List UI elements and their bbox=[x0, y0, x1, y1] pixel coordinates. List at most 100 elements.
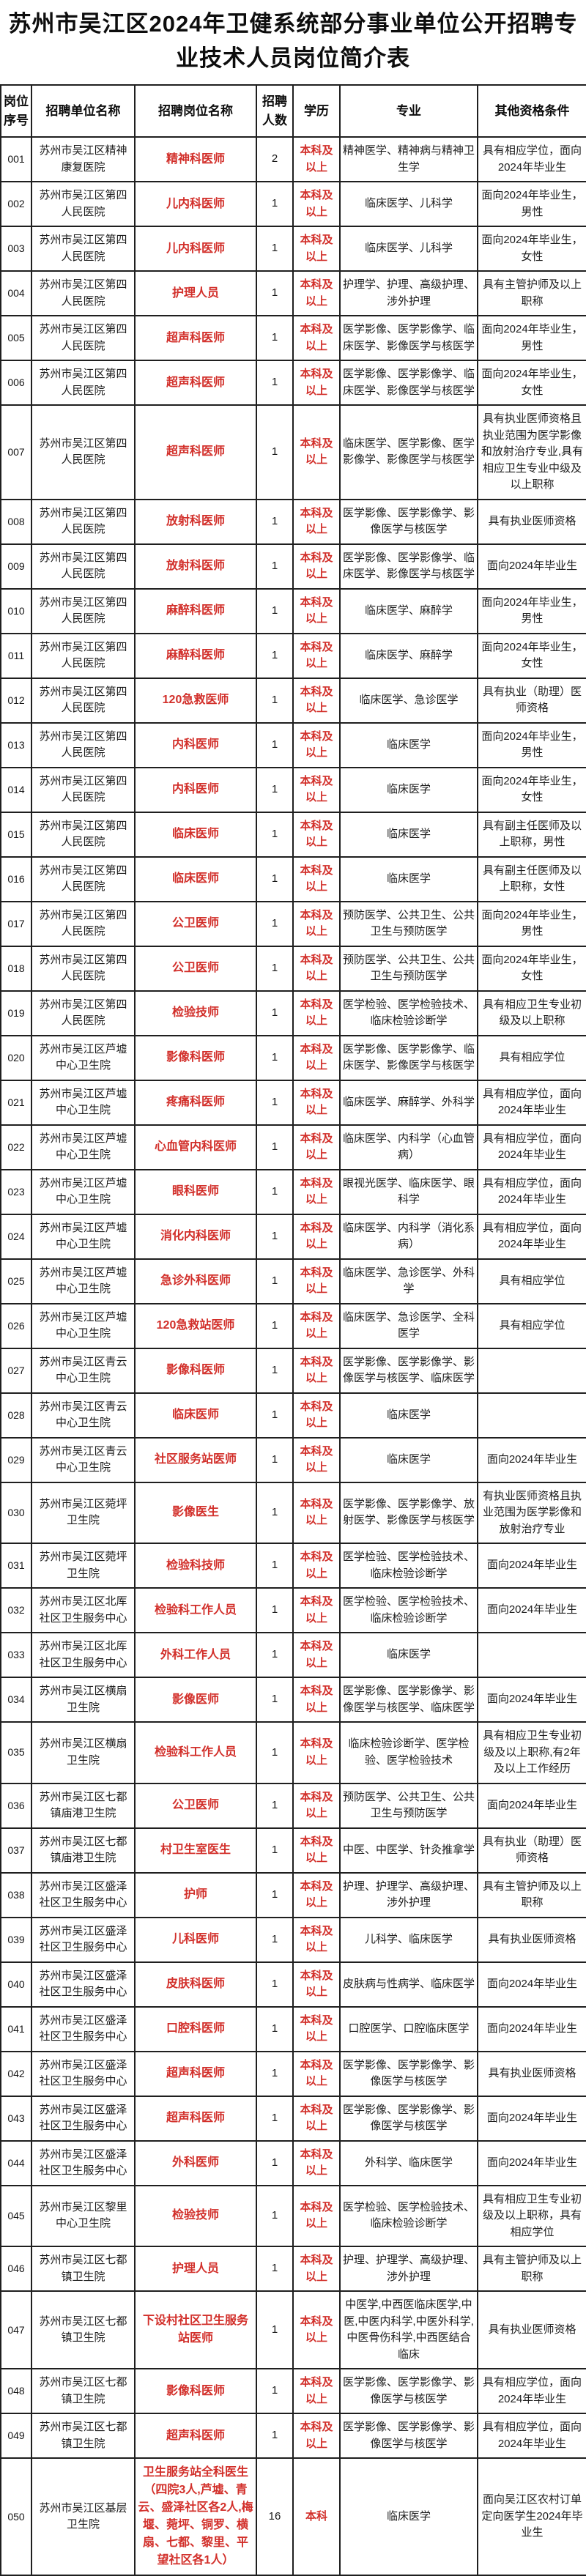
cell-count: 1 bbox=[256, 181, 294, 227]
cell-education: 本科及以上 bbox=[292, 1079, 341, 1126]
cell-requirements: 具有相应卫生专业初级及以上职称 bbox=[477, 990, 586, 1036]
cell-count: 1 bbox=[256, 1782, 294, 1829]
cell-education: 本科及以上 bbox=[292, 2050, 341, 2097]
cell-education: 本科及以上 bbox=[292, 1677, 341, 1723]
cell-requirements: 面向2024年毕业生 bbox=[477, 2095, 586, 2142]
cell-unit: 苏州市吴江区七都镇卫生院 bbox=[31, 2368, 136, 2414]
cell-unit: 苏州市吴江区盛泽社区卫生服务中心 bbox=[31, 2050, 136, 2097]
cell-education: 本科及以上 bbox=[292, 1258, 341, 1304]
cell-count: 1 bbox=[256, 587, 294, 634]
table-row: 035 苏州市吴江区横扇卫生院 检验科工作人员 1 本科及以上 临床检验诊断学、医学检验、… bbox=[0, 1721, 586, 1784]
cell-no: 018 bbox=[0, 945, 32, 992]
cell-requirements: 面向2024年毕业生，男性 bbox=[477, 587, 586, 634]
cell-count: 1 bbox=[256, 1632, 294, 1678]
cell-unit: 苏州市吴江区第四人民医院 bbox=[31, 811, 136, 858]
cell-major: 医学影像、医学影像学、临床医学、影像医学与核医学 bbox=[339, 543, 478, 590]
table-row: 038 苏州市吴江区盛泽社区卫生服务中心 护师 1 本科及以上 护理、护理学、高级护理、涉… bbox=[0, 1871, 586, 1918]
cell-no: 024 bbox=[0, 1213, 32, 1260]
cell-count: 16 bbox=[256, 2457, 294, 2576]
cell-education: 本科及以上 bbox=[292, 1302, 341, 1349]
cell-position: 内科医师 bbox=[134, 721, 257, 768]
cell-no: 046 bbox=[0, 2246, 32, 2292]
cell-unit: 苏州市吴江区第四人民医院 bbox=[31, 721, 136, 768]
cell-no: 012 bbox=[0, 677, 32, 724]
cell-requirements: 具有副主任医师及以上职称，女性 bbox=[477, 855, 586, 902]
cell-position: 疼痛科医师 bbox=[134, 1079, 257, 1126]
cell-no: 029 bbox=[0, 1436, 32, 1483]
cell-count: 1 bbox=[256, 360, 294, 406]
cell-education: 本科及以上 bbox=[292, 543, 341, 590]
cell-major: 外科学、临床医学 bbox=[339, 2139, 478, 2186]
cell-unit: 苏州市吴江区第四人民医院 bbox=[31, 181, 136, 227]
cell-requirements: 具有执业医师资格且执业范围为医学影像和放射治疗专业,具有相应卫生专业中级及以上职… bbox=[477, 404, 586, 500]
cell-unit: 苏州市吴江区精神康复医院 bbox=[31, 136, 136, 182]
cell-no: 041 bbox=[0, 2005, 32, 2052]
cell-position: 急诊外科医师 bbox=[134, 1258, 257, 1304]
cell-no: 013 bbox=[0, 721, 32, 768]
cell-education: 本科及以上 bbox=[292, 1168, 341, 1215]
cell-count: 1 bbox=[256, 315, 294, 361]
cell-no: 044 bbox=[0, 2139, 32, 2186]
cell-count: 1 bbox=[256, 1347, 294, 1394]
cell-requirements: 具有相应卫生专业初级及以上职称,有2年及以上工作经历 bbox=[477, 1721, 586, 1784]
table-row: 045 苏州市吴江区黎里中心卫生院 检验技师 1 本科及以上 医学检验、医学检验技术、临床… bbox=[0, 2184, 586, 2247]
table-row: 026 苏州市吴江区芦墟中心卫生院 120急救站医师 1 本科及以上 临床医学、急诊医学、… bbox=[0, 1302, 586, 1349]
cell-education: 本科及以上 bbox=[292, 1481, 341, 1544]
table-row: 025 苏州市吴江区芦墟中心卫生院 急诊外科医师 1 本科及以上 临床医学、急诊医学、外科… bbox=[0, 1258, 586, 1304]
cell-unit: 苏州市吴江区菀坪卫生院 bbox=[31, 1481, 136, 1544]
cell-position: 影像医师 bbox=[134, 1677, 257, 1723]
cell-requirements: 具有相应学位，面向2024年毕业生 bbox=[477, 1168, 586, 1215]
cell-major: 医学检验、医学检验技术、临床检验诊断学 bbox=[339, 990, 478, 1036]
cell-unit: 苏州市吴江区横扇卫生院 bbox=[31, 1721, 136, 1784]
cell-requirements: 面向2024年毕业生 bbox=[477, 2139, 586, 2186]
cell-requirements: 具有执业医师资格 bbox=[477, 1916, 586, 1963]
cell-position: 护理人员 bbox=[134, 270, 257, 316]
cell-education: 本科及以上 bbox=[292, 181, 341, 227]
cell-count: 1 bbox=[256, 900, 294, 947]
table-row: 015 苏州市吴江区第四人民医院 临床医师 1 本科及以上 临床医学 具有副主任医师及以上职… bbox=[0, 811, 586, 858]
cell-major: 医学影像、医学影像学、影像医学与核医学 bbox=[339, 2095, 478, 2142]
cell-unit: 苏州市吴江区黎里中心卫生院 bbox=[31, 2184, 136, 2247]
cell-count: 2 bbox=[256, 136, 294, 182]
cell-no: 010 bbox=[0, 587, 32, 634]
table-row: 012 苏州市吴江区第四人民医院 120急救医师 1 本科及以上 临床医学、急诊医学 具有执… bbox=[0, 677, 586, 724]
cell-unit: 苏州市吴江区盛泽社区卫生服务中心 bbox=[31, 1871, 136, 1918]
cell-education: 本科及以上 bbox=[292, 270, 341, 316]
cell-requirements: 面向2024年毕业生，男性 bbox=[477, 900, 586, 947]
cell-major: 临床医学 bbox=[339, 766, 478, 813]
cell-major: 中医、中医学、针灸推拿学 bbox=[339, 1827, 478, 1874]
cell-requirements: 具有相应学位 bbox=[477, 1302, 586, 1349]
cell-no: 009 bbox=[0, 543, 32, 590]
cell-no: 004 bbox=[0, 270, 32, 316]
cell-major: 临床医学、麻醉学、外科学 bbox=[339, 1079, 478, 1126]
cell-requirements: 具有主管护师及以上职称 bbox=[477, 270, 586, 316]
cell-requirements: 面向2024年毕业生，男性 bbox=[477, 181, 586, 227]
cell-unit: 苏州市吴江区第四人民医院 bbox=[31, 900, 136, 947]
cell-unit: 苏州市吴江区盛泽社区卫生服务中心 bbox=[31, 2095, 136, 2142]
cell-count: 1 bbox=[256, 1034, 294, 1081]
cell-major: 中医学,中西医临床医学,中医,中医内科学,中医外科学,中医骨伤科学,中西医结合临… bbox=[339, 2290, 478, 2369]
cell-requirements: 面向2024年毕业生，女性 bbox=[477, 226, 586, 272]
cell-unit: 苏州市吴江区第四人民医院 bbox=[31, 990, 136, 1036]
cell-major: 临床医学、急诊医学、外科学 bbox=[339, 1258, 478, 1304]
table-row: 007 苏州市吴江区第四人民医院 超声科医师 1 本科及以上 临床医学、医学影像、医学影像… bbox=[0, 404, 586, 500]
cell-education: 本科及以上 bbox=[292, 498, 341, 545]
cell-position: 影像科医师 bbox=[134, 2368, 257, 2414]
cell-major: 临床医学 bbox=[339, 721, 478, 768]
cell-unit: 苏州市吴江区北厍社区卫生服务中心 bbox=[31, 1632, 136, 1678]
cell-count: 1 bbox=[256, 1079, 294, 1126]
cell-no: 034 bbox=[0, 1677, 32, 1723]
cell-no: 047 bbox=[0, 2290, 32, 2369]
table-row: 036 苏州市吴江区七都镇庙港卫生院 公卫医师 1 本科及以上 预防医学、公共卫生、公共卫… bbox=[0, 1782, 586, 1829]
cell-unit: 苏州市吴江区青云中心卫生院 bbox=[31, 1347, 136, 1394]
cell-unit: 苏州市吴江区芦墟中心卫生院 bbox=[31, 1168, 136, 1215]
table-row: 002 苏州市吴江区第四人民医院 儿内科医师 1 本科及以上 临床医学、儿科学 面向2024… bbox=[0, 181, 586, 227]
cell-major: 医学影像、医学影像学、临床医学、影像医学与核医学 bbox=[339, 1034, 478, 1081]
cell-count: 1 bbox=[256, 1392, 294, 1439]
cell-education: 本科及以上 bbox=[292, 811, 341, 858]
cell-requirements: 具有相应学位，面向2024年毕业生 bbox=[477, 2413, 586, 2459]
cell-no: 007 bbox=[0, 404, 32, 500]
cell-education: 本科及以上 bbox=[292, 360, 341, 406]
cell-position: 护理人员 bbox=[134, 2246, 257, 2292]
cell-major: 护理学、护理、高级护理、涉外护理 bbox=[339, 270, 478, 316]
